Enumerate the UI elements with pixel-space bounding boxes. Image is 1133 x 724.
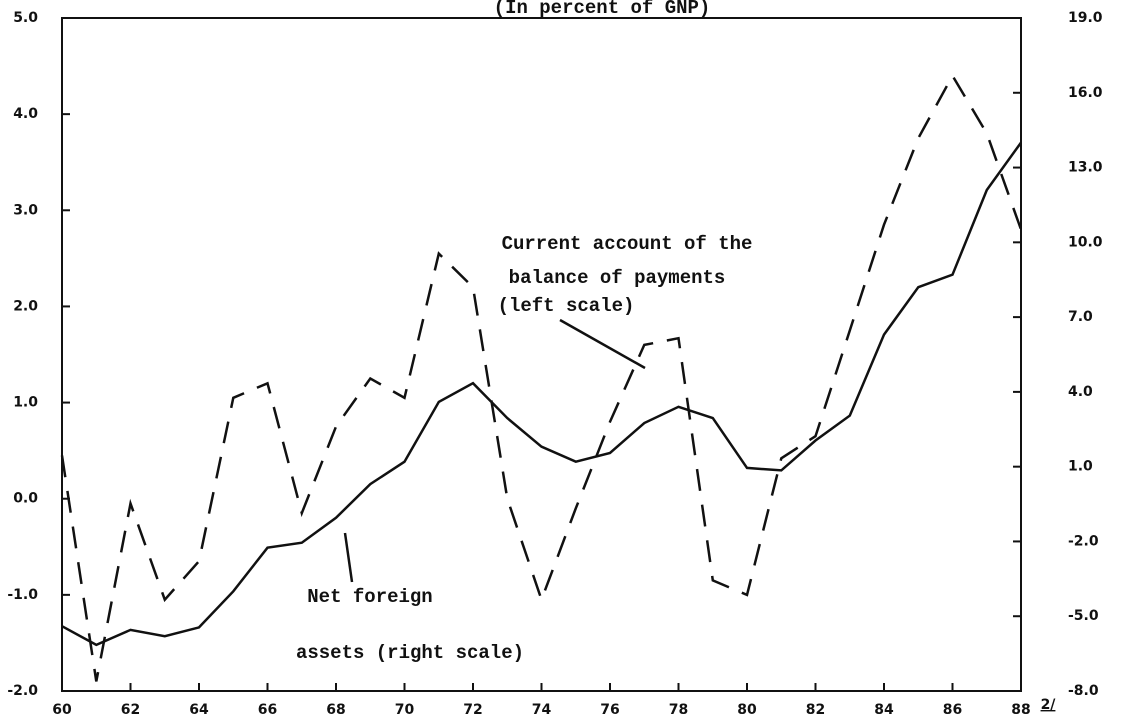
annotation: Net foreign — [307, 586, 432, 608]
x-tick-label: 66 — [258, 702, 277, 718]
x-tick-label: 70 — [395, 702, 415, 718]
y2-tick-label: 1.0 — [1068, 459, 1093, 475]
annotation: Current account of the — [502, 233, 753, 255]
y-tick-label: 4.0 — [13, 106, 38, 122]
y-tick-label: 3.0 — [13, 202, 38, 218]
annotation: assets (right scale) — [296, 642, 524, 664]
chart-title: (In percent of GNP) — [494, 0, 711, 19]
y-tick-label: 1.0 — [13, 395, 38, 411]
x-tick-label: 80 — [737, 702, 757, 718]
y2-tick-label: 7.0 — [1068, 309, 1093, 325]
x-tick-label: 88 — [1011, 702, 1030, 718]
x-tick-label: 84 — [874, 702, 894, 718]
y-tick-label: 2.0 — [13, 298, 38, 314]
x-tick-label: 74 — [532, 702, 552, 718]
x-tick-label: 68 — [326, 702, 345, 718]
annotation: balance of payments — [509, 267, 726, 289]
y2-tick-label: 13.0 — [1068, 160, 1103, 176]
x-tick-label: 60 — [52, 702, 72, 718]
y2-tick-label: 4.0 — [1068, 384, 1093, 400]
pointer-line — [343, 532, 354, 583]
annotation: (left scale) — [498, 295, 635, 317]
y2-tick-label: -2.0 — [1068, 533, 1099, 549]
series-line — [61, 141, 1023, 647]
y-tick-label: -2.0 — [7, 683, 38, 699]
x-tick-label: 86 — [943, 702, 962, 718]
x-tick-label: 82 — [806, 702, 825, 718]
y-tick-label: -1.0 — [7, 587, 38, 603]
x-tick-label: 72 — [463, 702, 482, 718]
series-line — [60, 73, 1023, 682]
y2-tick-label: 10.0 — [1068, 234, 1103, 250]
x-tick-label: 64 — [189, 702, 209, 718]
x-tick-label: 78 — [669, 702, 688, 718]
y-tick-label: 5.0 — [13, 10, 38, 26]
plot-frame — [61, 17, 1022, 692]
y2-tick-label: -8.0 — [1068, 683, 1099, 699]
y2-tick-label: -5.0 — [1068, 608, 1099, 624]
pointer-line — [559, 318, 646, 370]
y2-tick-label: 19.0 — [1068, 10, 1103, 26]
footnote: 2/ — [1041, 697, 1057, 713]
y-tick-label: 0.0 — [13, 491, 38, 507]
x-tick-label: 62 — [121, 702, 140, 718]
x-tick-label: 76 — [600, 702, 619, 718]
y2-tick-label: 16.0 — [1068, 85, 1103, 101]
